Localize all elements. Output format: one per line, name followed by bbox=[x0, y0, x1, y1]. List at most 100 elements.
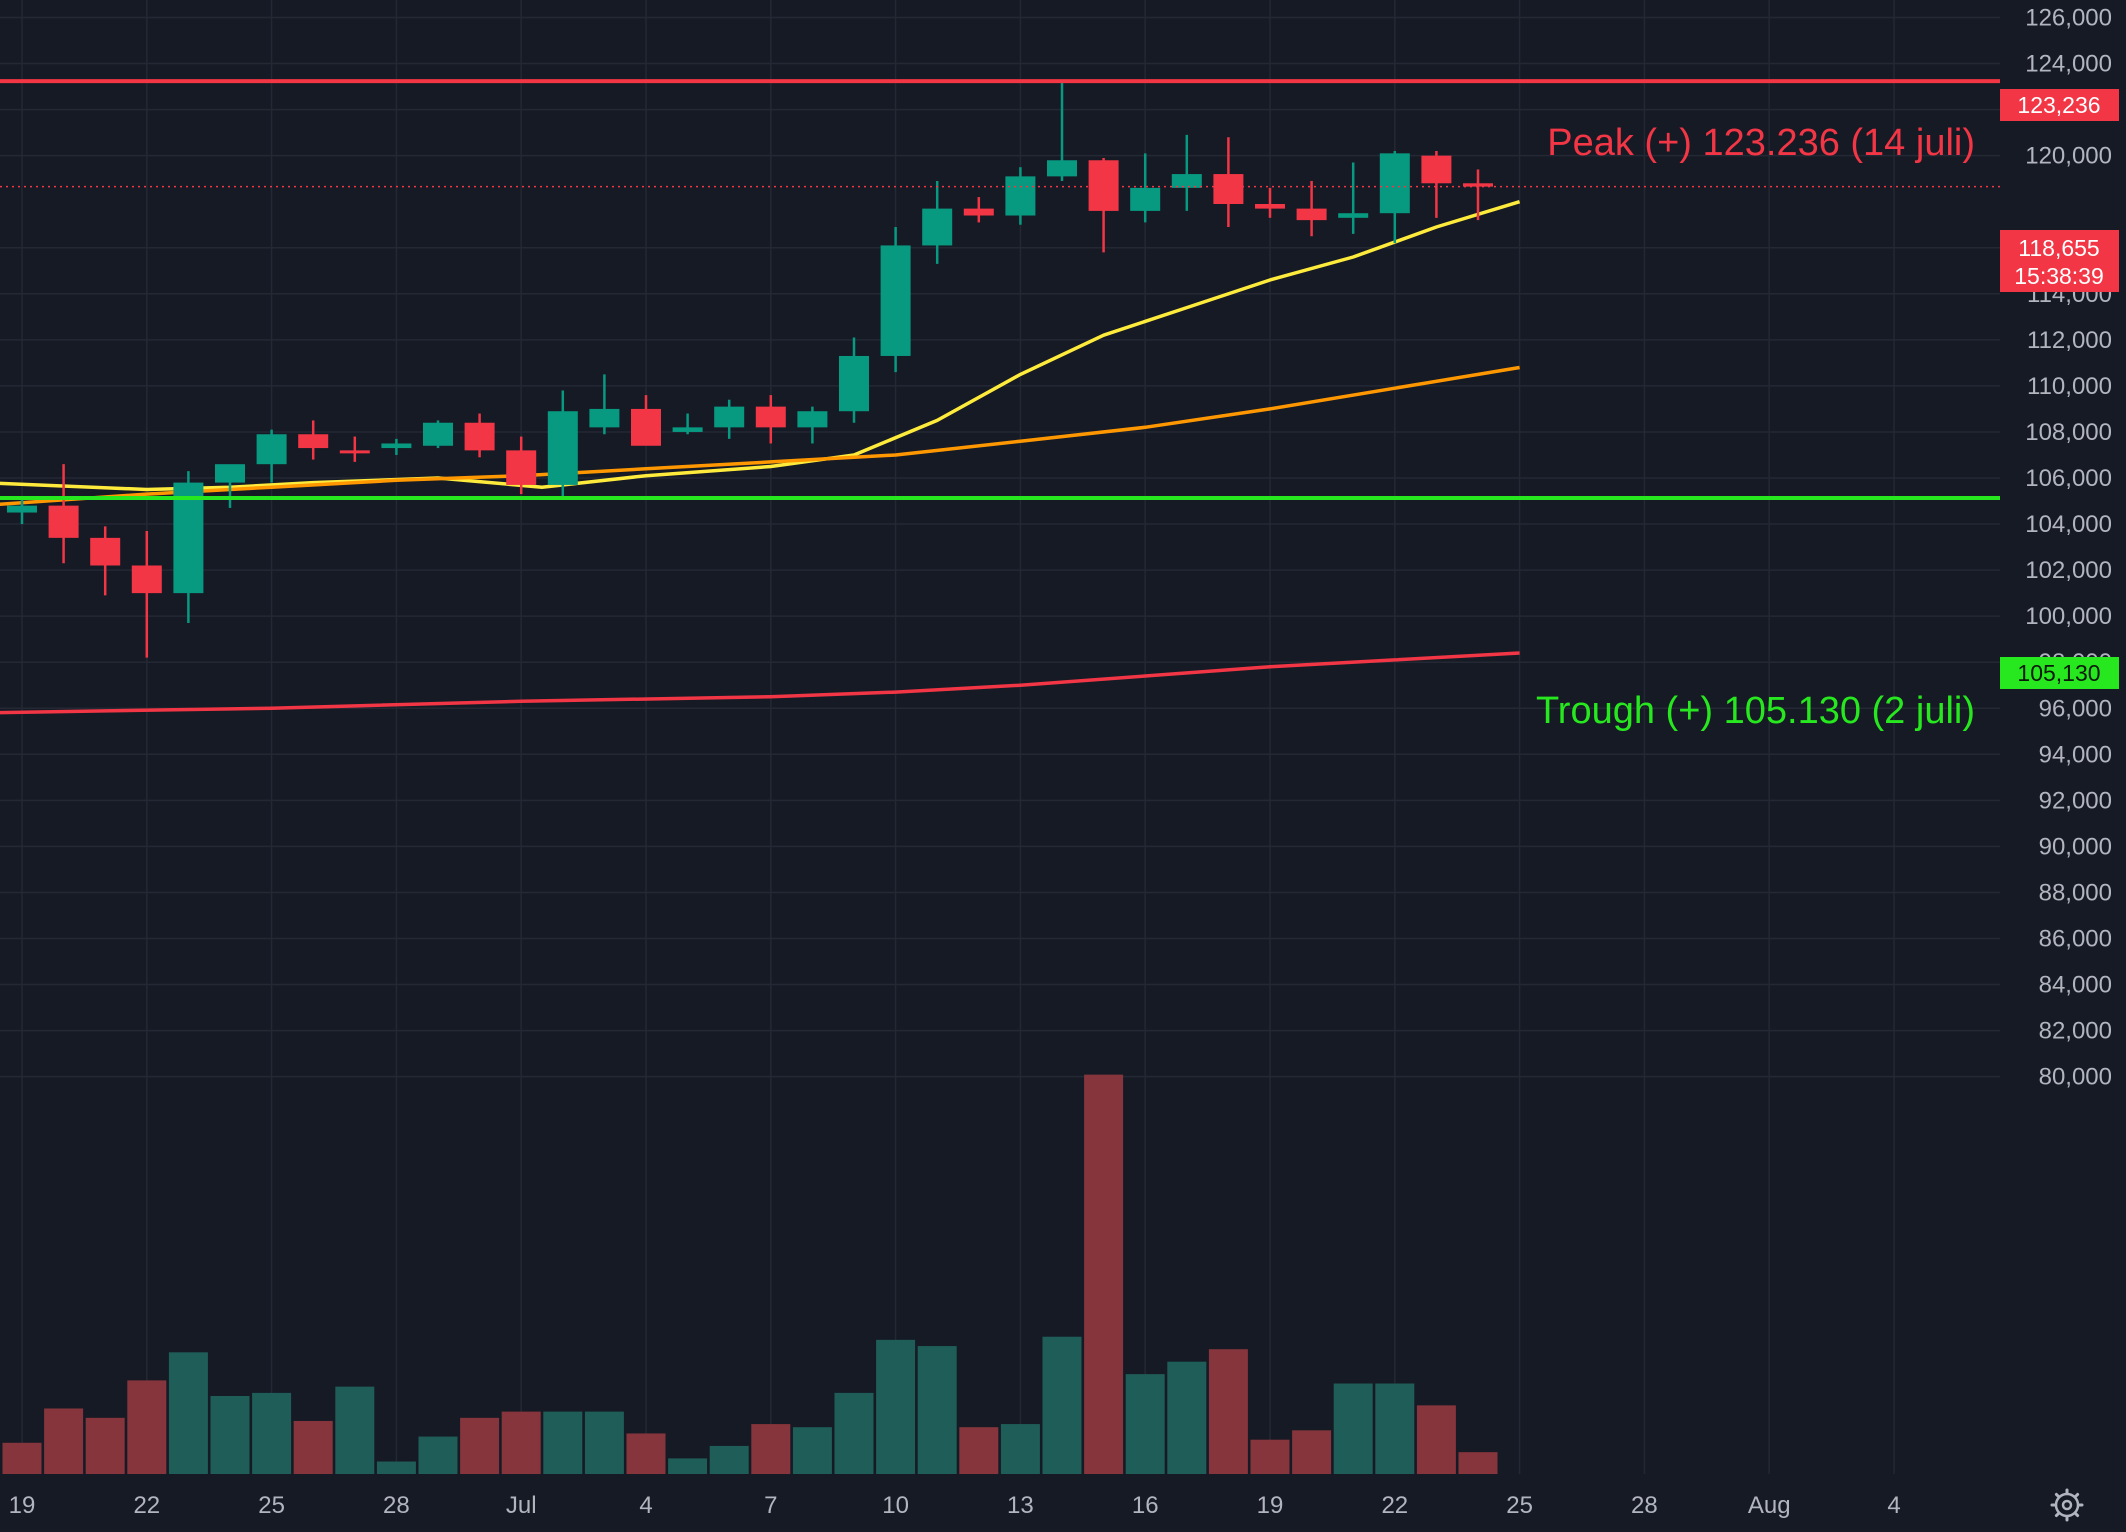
countdown-timer: 15:38:39 bbox=[2014, 263, 2104, 289]
price-tick-label: 104,000 bbox=[2025, 511, 2112, 538]
moving-average-line bbox=[0, 365, 1520, 506]
volume-bar bbox=[335, 1386, 375, 1474]
candle-body bbox=[339, 450, 370, 454]
volume-bar bbox=[1208, 1349, 1248, 1474]
moving-average-line bbox=[0, 651, 1520, 715]
time-tick-label: 22 bbox=[133, 1492, 160, 1519]
volume-bar bbox=[1416, 1405, 1456, 1474]
time-tick-label: 13 bbox=[1007, 1492, 1034, 1519]
price-tick-label: 84,000 bbox=[2039, 972, 2112, 999]
volume-bar bbox=[959, 1427, 999, 1474]
volume-bar bbox=[127, 1380, 167, 1474]
candle-body bbox=[1213, 174, 1244, 205]
volume-bar bbox=[1458, 1452, 1498, 1474]
price-tick-label: 92,000 bbox=[2039, 787, 2112, 814]
candle-body bbox=[1421, 155, 1452, 184]
candle-body bbox=[631, 408, 661, 446]
volume-bar bbox=[709, 1445, 749, 1474]
time-tick-label: 4 bbox=[639, 1492, 652, 1519]
candle-body bbox=[423, 422, 453, 446]
time-tick-label: Aug bbox=[1748, 1492, 1791, 1519]
time-tick-label: 7 bbox=[764, 1492, 777, 1519]
price-axis-panel bbox=[2000, 0, 2126, 1474]
price-tick-label: 86,000 bbox=[2039, 926, 2112, 953]
time-axis[interactable]: 19 22 25 28 Jul 4 7 10 13 16 19 22 25 28 Aug 4 bbox=[9, 1492, 1901, 1519]
volume-bar bbox=[1000, 1424, 1040, 1474]
volume-bar bbox=[792, 1427, 832, 1474]
peak-annotation: Peak (+) 123.236 (14 juli) bbox=[1547, 122, 1975, 164]
volume-bar bbox=[834, 1392, 874, 1474]
volume-bar bbox=[584, 1411, 624, 1474]
last-price-tag: 118,655 15:38:39 bbox=[2000, 230, 2119, 292]
last-price-tag-text: 118,655 bbox=[2018, 235, 2099, 261]
volume-bar bbox=[1375, 1383, 1415, 1474]
candle-body bbox=[1296, 208, 1327, 221]
price-tick-label: 120,000 bbox=[2025, 143, 2112, 170]
volume-bar bbox=[44, 1408, 84, 1474]
candle-body bbox=[131, 565, 162, 594]
price-tick-label: 126,000 bbox=[2025, 5, 2112, 32]
candle-body bbox=[7, 505, 37, 513]
time-tick-label: 28 bbox=[383, 1492, 410, 1519]
time-tick-label: 10 bbox=[882, 1492, 909, 1519]
volume-bar bbox=[1125, 1374, 1165, 1474]
moving-averages bbox=[0, 200, 1521, 715]
time-tick-label: 25 bbox=[258, 1492, 285, 1519]
peak-price-tag-text: 123,236 bbox=[2017, 92, 2100, 118]
candle-body bbox=[256, 434, 287, 465]
time-tick-label: 28 bbox=[1631, 1492, 1658, 1519]
volume-bar bbox=[1084, 1074, 1124, 1474]
price-tick-label: 88,000 bbox=[2039, 879, 2112, 906]
candle-body bbox=[797, 411, 828, 428]
candle-body bbox=[90, 537, 121, 566]
volume-bar bbox=[1250, 1439, 1290, 1474]
candle-body bbox=[381, 443, 412, 449]
trough-annotation: Trough (+) 105.130 (2 juli) bbox=[1536, 690, 1975, 732]
time-tick-label: 16 bbox=[1132, 1492, 1159, 1519]
time-tick-label: Jul bbox=[506, 1492, 537, 1519]
candle-body bbox=[755, 406, 786, 428]
candle-body bbox=[464, 422, 495, 451]
candle-body bbox=[1171, 174, 1202, 188]
candle-body bbox=[48, 505, 79, 538]
candle-body bbox=[1005, 176, 1036, 216]
candle-body bbox=[1088, 160, 1119, 211]
volume-bar bbox=[668, 1458, 708, 1474]
time-tick-label: 19 bbox=[1257, 1492, 1284, 1519]
volume-bar bbox=[168, 1352, 208, 1474]
candle-body bbox=[1047, 160, 1077, 177]
price-tick-label: 90,000 bbox=[2039, 833, 2112, 860]
moving-average-line bbox=[0, 200, 1521, 492]
volume-bar bbox=[626, 1433, 666, 1474]
volume-bar bbox=[460, 1417, 500, 1474]
volume-bar bbox=[751, 1424, 791, 1474]
price-tick-label: 110,000 bbox=[2027, 373, 2112, 400]
candle-body bbox=[839, 355, 869, 412]
time-tick-label: 25 bbox=[1506, 1492, 1533, 1519]
candle-body bbox=[215, 464, 245, 483]
volume-bar bbox=[876, 1339, 916, 1474]
time-tick-label: 4 bbox=[1887, 1492, 1900, 1519]
volume-bar bbox=[2, 1442, 42, 1474]
price-axis[interactable]: 126,000124,000122,000120,000116,000114,0… bbox=[2000, 0, 2126, 1474]
candles bbox=[7, 81, 1493, 658]
candle-body bbox=[1379, 153, 1410, 214]
volume-bar bbox=[293, 1420, 333, 1474]
price-tick-label: 94,000 bbox=[2039, 741, 2112, 768]
volume-bar bbox=[376, 1461, 416, 1474]
time-tick-label: 22 bbox=[1381, 1492, 1408, 1519]
settings-gear-icon[interactable] bbox=[2050, 1488, 2084, 1522]
price-tick-label: 124,000 bbox=[2025, 51, 2112, 78]
price-tick-label: 102,000 bbox=[2025, 557, 2112, 584]
candle-body bbox=[173, 482, 204, 594]
price-tick-label: 96,000 bbox=[2039, 695, 2112, 722]
candle-body bbox=[1338, 213, 1369, 218]
volume-bar bbox=[252, 1392, 292, 1474]
time-tick-label: 19 bbox=[9, 1492, 36, 1519]
volume-bar bbox=[1333, 1383, 1373, 1474]
level-lines bbox=[0, 79, 2000, 501]
volume-bar bbox=[1167, 1361, 1207, 1474]
price-tick-label: 80,000 bbox=[2039, 1064, 2112, 1091]
volume-bar bbox=[917, 1346, 957, 1474]
